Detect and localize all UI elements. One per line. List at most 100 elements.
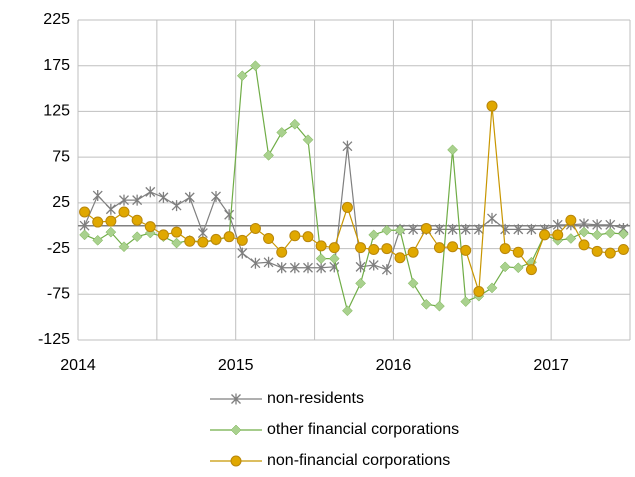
marker: [328, 253, 340, 264]
marker: [552, 229, 564, 241]
series-line: [84, 146, 624, 271]
marker: [565, 214, 577, 226]
marker: [381, 264, 392, 276]
marker: [578, 239, 590, 251]
marker: [420, 222, 432, 234]
marker: [381, 243, 393, 255]
marker: [118, 206, 130, 218]
marker: [394, 224, 406, 236]
marker: [105, 203, 116, 215]
marker: [526, 223, 537, 235]
x-tick-label: 2017: [533, 357, 569, 374]
y-tick-label: -25: [47, 240, 70, 257]
marker: [230, 455, 242, 467]
marker: [223, 231, 235, 243]
marker: [302, 231, 314, 243]
marker: [591, 245, 603, 257]
marker: [315, 253, 327, 264]
marker: [368, 259, 379, 271]
series-line: [84, 64, 624, 313]
y-tick-label: 175: [43, 57, 70, 74]
marker: [230, 424, 242, 436]
marker: [276, 262, 287, 274]
y-tick-label: 75: [52, 148, 70, 165]
marker: [500, 223, 511, 235]
marker: [473, 223, 484, 235]
marker: [119, 194, 129, 206]
marker: [236, 70, 248, 82]
marker: [276, 246, 288, 258]
marker: [211, 190, 221, 202]
marker: [565, 233, 577, 244]
marker: [303, 262, 313, 274]
marker: [460, 223, 471, 235]
marker: [591, 229, 603, 241]
marker: [276, 127, 288, 138]
marker: [355, 242, 367, 254]
marker: [592, 219, 603, 231]
marker: [263, 256, 274, 268]
marker: [289, 262, 300, 274]
marker: [289, 118, 301, 130]
marker: [105, 215, 117, 227]
x-tick-label: 2015: [218, 357, 254, 374]
marker: [145, 186, 156, 198]
marker: [486, 282, 498, 294]
marker: [316, 262, 327, 274]
marker: [407, 246, 419, 258]
marker: [499, 261, 511, 273]
marker: [92, 234, 104, 246]
marker: [92, 190, 103, 202]
marker: [512, 246, 524, 258]
marker: [92, 216, 104, 228]
marker: [250, 257, 261, 269]
legend-label: other financial corporations: [267, 421, 459, 438]
marker: [460, 296, 472, 307]
y-tick-label: 125: [43, 103, 70, 120]
marker: [486, 100, 498, 112]
marker: [617, 243, 629, 255]
marker: [315, 240, 327, 252]
y-tick-label: 25: [52, 194, 70, 211]
marker: [355, 277, 366, 289]
x-tick-label: 2016: [376, 357, 412, 374]
marker: [355, 261, 366, 273]
marker: [132, 194, 143, 206]
marker: [487, 212, 497, 224]
marker: [342, 305, 353, 317]
marker: [578, 226, 590, 238]
marker: [618, 228, 629, 240]
marker: [341, 201, 353, 213]
marker: [210, 233, 222, 245]
marker: [434, 300, 445, 312]
marker: [407, 277, 419, 289]
marker: [302, 134, 314, 146]
marker: [171, 200, 182, 212]
marker: [131, 231, 143, 243]
marker: [249, 222, 261, 234]
marker: [552, 219, 563, 231]
marker: [131, 214, 143, 226]
marker: [79, 229, 90, 241]
marker: [433, 242, 445, 254]
marker: [250, 60, 261, 72]
marker: [420, 298, 432, 310]
marker: [447, 223, 458, 235]
marker: [381, 224, 393, 236]
marker: [539, 229, 551, 241]
marker: [434, 223, 445, 235]
marker: [224, 209, 235, 221]
y-tick-label: 225: [43, 11, 70, 28]
marker: [197, 236, 209, 248]
marker: [263, 233, 275, 245]
marker: [157, 229, 169, 241]
marker: [394, 252, 406, 264]
marker: [79, 220, 90, 232]
y-tick-label: -125: [38, 331, 70, 348]
marker: [144, 221, 156, 233]
marker: [460, 244, 472, 256]
x-tick-label: 2014: [60, 357, 96, 374]
marker: [118, 241, 130, 253]
marker: [473, 286, 485, 298]
